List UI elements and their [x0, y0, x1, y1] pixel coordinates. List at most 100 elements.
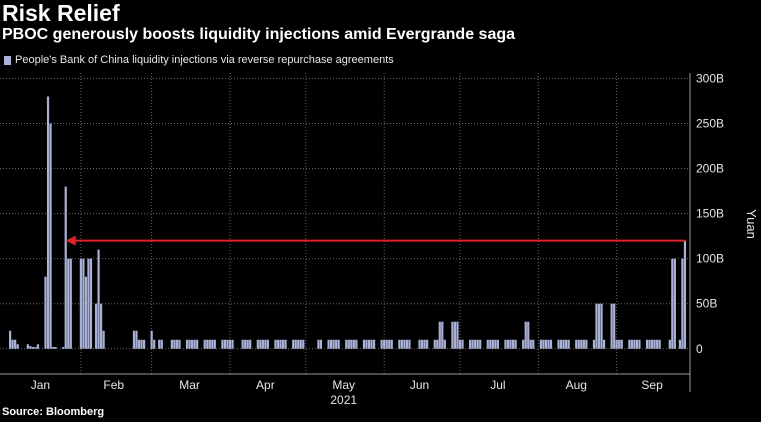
bar — [87, 258, 90, 349]
bar — [14, 339, 17, 349]
bar — [491, 339, 494, 349]
bar — [514, 339, 517, 349]
bar — [367, 339, 371, 349]
bar — [297, 339, 300, 349]
bar — [67, 258, 70, 349]
bar — [193, 339, 196, 349]
annotation-arrow-head — [65, 235, 76, 246]
bar — [544, 339, 548, 349]
legend: People's Bank of China liquidity injecti… — [4, 54, 394, 66]
y-tick-label: 200B — [696, 162, 724, 176]
bar — [170, 339, 173, 349]
bar — [173, 339, 176, 349]
x-tick-label: Jun — [410, 378, 429, 392]
bar — [403, 339, 406, 349]
bar — [158, 339, 161, 349]
bar — [469, 339, 472, 349]
bar — [213, 339, 216, 349]
bar — [683, 240, 687, 349]
bar — [362, 339, 366, 349]
x-year-label: 2021 — [330, 393, 357, 407]
bar — [279, 339, 282, 349]
bar — [175, 339, 179, 349]
bar — [615, 339, 618, 349]
bar — [443, 339, 446, 349]
bar — [602, 339, 606, 349]
bar — [618, 339, 621, 349]
x-tick-label: Sep — [641, 378, 663, 392]
bar — [332, 339, 335, 349]
bar — [408, 339, 411, 349]
bar — [658, 339, 661, 349]
bar — [355, 339, 358, 349]
bar — [567, 339, 570, 349]
bar — [54, 346, 57, 349]
bar — [486, 339, 489, 349]
bar — [49, 123, 52, 349]
y-tick-label: 150B — [696, 207, 724, 221]
bar — [299, 339, 302, 349]
x-tick-label: Mar — [179, 378, 200, 392]
bar — [633, 339, 636, 349]
bar — [317, 339, 320, 349]
bar — [261, 339, 264, 349]
bar — [383, 339, 386, 349]
bar — [228, 339, 232, 349]
bar — [264, 339, 267, 349]
bar — [673, 258, 676, 349]
bar — [671, 258, 674, 349]
bar — [400, 339, 403, 349]
bar — [610, 303, 613, 349]
bar — [504, 339, 507, 349]
bar — [79, 258, 82, 349]
bar — [494, 339, 497, 349]
bar — [208, 339, 211, 349]
bar — [190, 339, 194, 349]
bar — [451, 321, 454, 349]
y-axis-label: Yuan — [744, 209, 759, 239]
x-tick-label: May — [332, 378, 355, 392]
bar — [653, 339, 656, 349]
bar — [69, 258, 72, 349]
bar — [36, 344, 40, 349]
bar — [292, 339, 295, 349]
bar — [211, 339, 214, 349]
bar — [648, 339, 651, 349]
bar — [645, 339, 649, 349]
bar — [26, 344, 29, 349]
bar — [489, 339, 492, 349]
bar — [44, 276, 47, 349]
bar — [506, 339, 510, 349]
bar — [565, 339, 568, 349]
bar — [9, 330, 12, 349]
bar — [385, 339, 388, 349]
legend-label: People's Bank of China liquidity injecti… — [15, 54, 394, 66]
bar — [580, 339, 583, 349]
bar — [656, 339, 659, 349]
y-tick-label: 250B — [696, 116, 724, 130]
bar — [11, 339, 14, 349]
bar — [274, 339, 277, 349]
bar — [471, 339, 474, 349]
bar — [178, 339, 181, 349]
bar — [600, 303, 603, 349]
y-tick-label: 0 — [696, 342, 703, 356]
x-tick-label: Jul — [490, 378, 505, 392]
bar — [595, 303, 598, 349]
bar — [372, 339, 376, 349]
bar — [613, 303, 616, 349]
bar — [423, 339, 426, 349]
bar — [249, 339, 252, 349]
bar — [436, 339, 439, 349]
bar — [549, 339, 553, 349]
bar — [557, 339, 560, 349]
bar — [329, 339, 333, 349]
bar — [29, 346, 32, 349]
x-tick-label: Aug — [566, 378, 587, 392]
bar — [650, 339, 654, 349]
bar — [352, 339, 355, 349]
bar — [511, 339, 515, 349]
bar — [426, 339, 429, 349]
bar — [231, 339, 234, 349]
